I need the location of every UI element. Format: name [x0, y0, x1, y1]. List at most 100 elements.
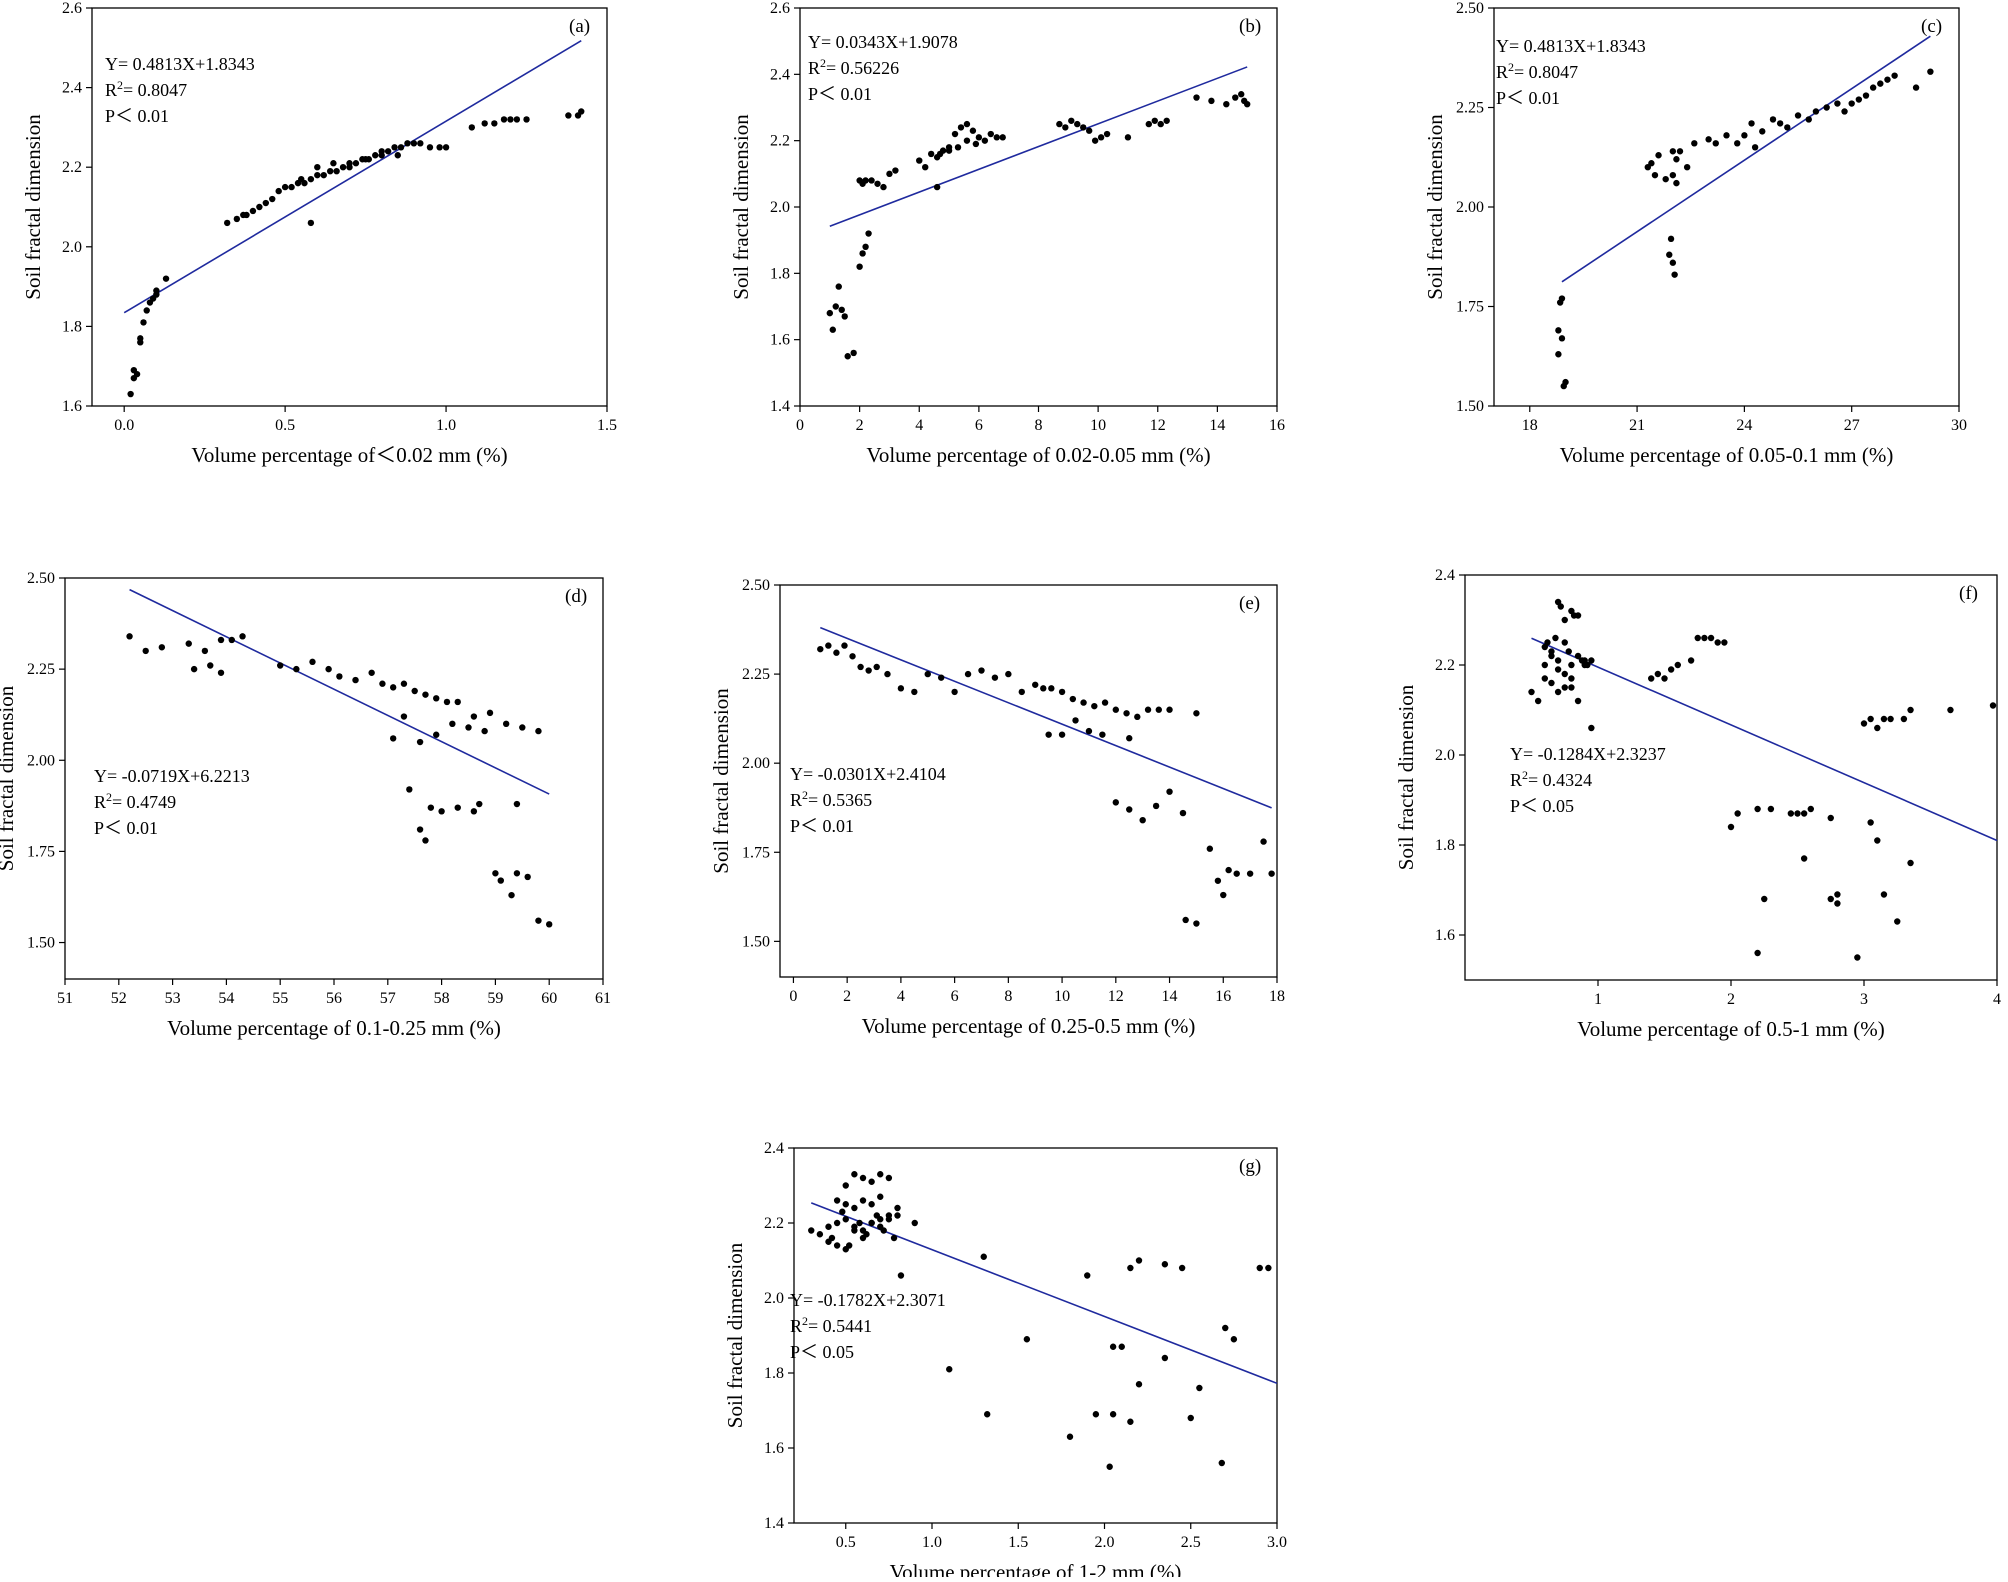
data-point	[410, 140, 418, 147]
data-point	[835, 283, 842, 290]
data-point	[1260, 838, 1267, 845]
y-tick-label: 2.25	[1456, 100, 1484, 117]
data-point	[911, 1219, 918, 1227]
data-point	[856, 1219, 863, 1227]
data-point	[1193, 710, 1200, 717]
data-point	[1880, 715, 1888, 723]
data-point	[963, 120, 971, 128]
data-point	[352, 160, 360, 167]
data-point	[850, 349, 857, 357]
data-point	[1884, 76, 1891, 83]
x-tick-label: 55	[272, 990, 288, 1007]
data-point	[233, 215, 241, 223]
r-squared: R2= 0.4324	[1510, 768, 1592, 790]
data-point	[877, 1171, 884, 1178]
data-point	[339, 164, 347, 171]
data-point	[1166, 788, 1173, 795]
data-point	[1068, 117, 1075, 124]
data-point	[1869, 84, 1877, 91]
data-point	[1182, 916, 1189, 924]
data-point	[1761, 895, 1768, 903]
r-squared: R2= 0.8047	[105, 78, 187, 100]
data-point	[933, 183, 941, 191]
data-point	[951, 688, 958, 696]
panel-b: 0 2 4 6 8 10 12 14 16 1.4 1.6 1.8 2.0 2.2 2.4 2.6 Volume…	[729, 0, 1285, 467]
x-tick-label: 14	[1209, 417, 1225, 434]
data-point	[133, 370, 141, 378]
data-point	[307, 175, 315, 183]
data-point	[262, 199, 270, 207]
data-point	[1671, 271, 1678, 278]
data-point	[1268, 870, 1275, 877]
data-point	[1155, 706, 1162, 713]
data-point	[1834, 900, 1841, 907]
x-tick-label: 1.5	[1008, 1534, 1028, 1551]
data-point	[502, 720, 510, 728]
y-tick-label: 1.4	[764, 1515, 784, 1532]
y-tick-label: 1.8	[62, 318, 82, 335]
data-point	[857, 663, 864, 671]
data-point	[859, 1197, 867, 1204]
y-tick-label: 2.25	[27, 661, 55, 678]
y-tick-label: 2.2	[62, 159, 82, 176]
x-tick-label: 52	[111, 990, 127, 1007]
data-point	[1927, 68, 1934, 75]
data-point	[1097, 134, 1105, 141]
data-point	[1246, 870, 1254, 877]
data-point	[454, 804, 461, 811]
data-point	[426, 144, 434, 151]
data-point	[1754, 949, 1761, 957]
data-point	[320, 171, 327, 179]
x-tick-label: 21	[1629, 417, 1645, 434]
y-axis-title: Soil fractal dimension	[1394, 684, 1418, 870]
data-point	[137, 335, 144, 342]
data-point	[1238, 91, 1245, 98]
data-point	[1152, 802, 1160, 810]
data-point	[1787, 810, 1795, 817]
data-point	[513, 116, 521, 123]
data-point	[859, 1227, 867, 1234]
data-point	[217, 636, 225, 644]
y-tick-label: 2.6	[62, 0, 82, 17]
data-point	[500, 116, 508, 123]
data-point	[140, 319, 147, 326]
data-point	[127, 390, 134, 398]
data-point	[314, 171, 321, 179]
data-point	[964, 670, 972, 678]
data-point	[1101, 699, 1109, 706]
x-tick-label: 14	[1162, 988, 1178, 1005]
data-point	[1565, 648, 1572, 655]
data-point	[346, 164, 353, 171]
data-point	[851, 1171, 858, 1178]
data-point	[201, 647, 209, 655]
data-point	[978, 667, 985, 674]
data-point	[1109, 1411, 1117, 1418]
data-point	[470, 713, 478, 720]
panel-label: (g)	[1239, 1156, 1261, 1177]
data-point	[927, 150, 935, 158]
data-point	[1877, 80, 1884, 87]
y-tick-label: 2.2	[770, 133, 790, 150]
data-point	[1648, 160, 1655, 167]
y-tick-label: 2.0	[62, 239, 82, 256]
data-point	[1827, 814, 1834, 822]
data-point	[411, 687, 418, 695]
data-point	[1243, 100, 1251, 108]
data-point	[808, 1227, 815, 1234]
data-point	[1214, 877, 1222, 884]
data-point	[1855, 96, 1863, 103]
data-point	[1232, 94, 1239, 101]
data-point	[1161, 1261, 1169, 1268]
data-point	[223, 219, 231, 227]
x-tick-label: 2	[856, 417, 864, 434]
r-squared: R2= 0.5365	[790, 788, 872, 810]
y-tick-label: 1.50	[27, 935, 55, 952]
data-point	[1562, 378, 1569, 386]
data-point	[1103, 130, 1111, 138]
data-point	[513, 800, 521, 808]
data-point	[1193, 94, 1200, 101]
p-value: P＜ 0.01	[790, 816, 854, 836]
data-point	[1066, 1433, 1074, 1440]
y-axis-title: Soil fractal dimension	[709, 688, 733, 874]
data-point	[1669, 148, 1677, 155]
